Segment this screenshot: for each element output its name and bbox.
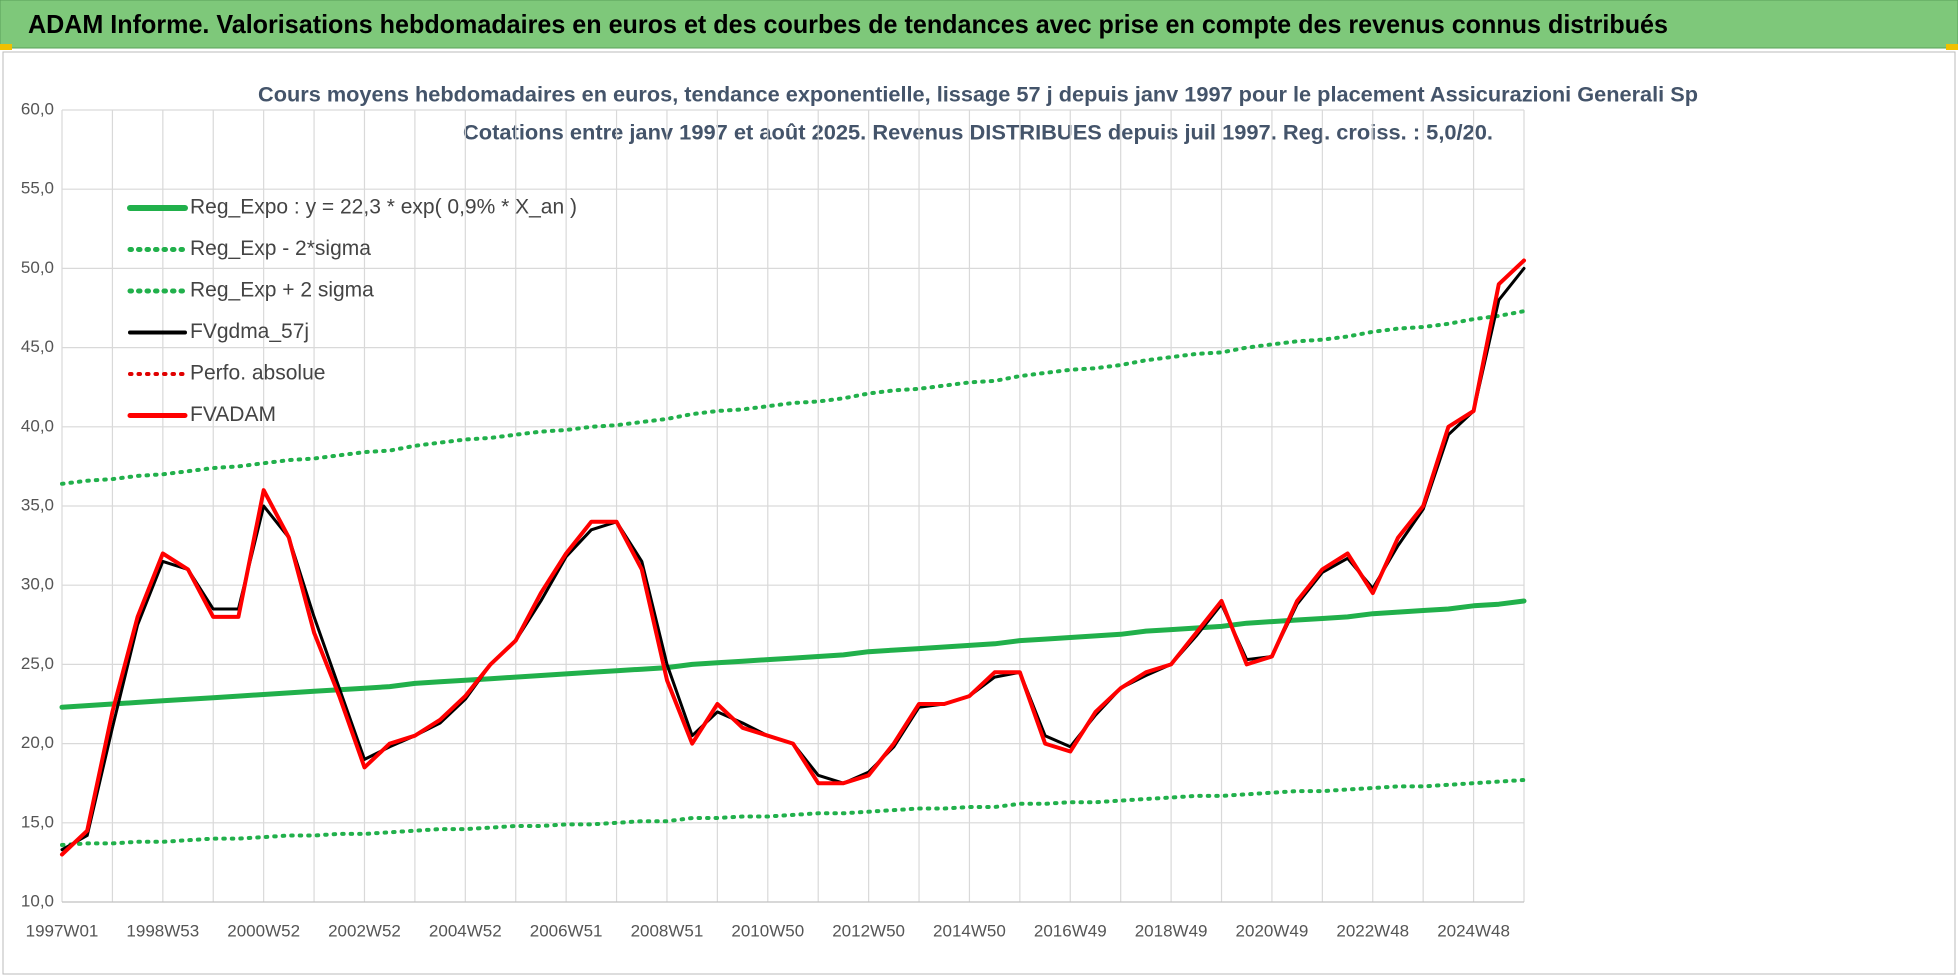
x-tick-label: 2022W48 xyxy=(1336,921,1409,940)
x-tick-label: 2012W50 xyxy=(832,921,905,940)
legend-label: FVADAM xyxy=(190,403,276,426)
y-tick-label: 60,0 xyxy=(21,99,54,118)
header-bar xyxy=(0,0,1958,49)
x-tick-label: 1997W01 xyxy=(26,921,99,940)
y-tick-label: 10,0 xyxy=(21,891,54,910)
x-tick-label: 2018W49 xyxy=(1135,921,1208,940)
series-line xyxy=(59,598,1527,710)
y-tick-label: 15,0 xyxy=(21,812,54,831)
chart-frame xyxy=(2,51,1956,975)
chart-title: Cours moyens hebdomadaires en euros, ten… xyxy=(258,84,1698,107)
legend-label: Reg_Exp - 2*sigma xyxy=(190,237,371,260)
legend-label: FVgdma_57j xyxy=(190,320,309,343)
x-tick-label: 2006W51 xyxy=(530,921,603,940)
x-tick-label: 1998W53 xyxy=(126,921,199,940)
x-tick-label: 2008W51 xyxy=(631,921,704,940)
legend-label: Perfo. absolue xyxy=(190,362,325,385)
y-tick-label: 35,0 xyxy=(21,495,54,514)
series-line xyxy=(60,258,1526,857)
y-tick-label: 20,0 xyxy=(21,733,54,752)
corner xyxy=(0,44,12,50)
x-tick-label: 2020W49 xyxy=(1236,921,1309,940)
y-tick-label: 45,0 xyxy=(21,337,54,356)
y-tick-label: 55,0 xyxy=(21,179,54,198)
legend-label: Reg_Exp + 2 sigma xyxy=(190,279,374,302)
header-title: ADAM Informe. Valorisations hebdomadaire… xyxy=(28,9,1668,39)
x-tick-label: 2004W52 xyxy=(429,921,502,940)
series-line xyxy=(60,309,1526,486)
legend-label: Reg_Expo : y = 22,3 * exp( 0,9% * X_an ) xyxy=(190,196,577,219)
x-tick-label: 2014W50 xyxy=(933,921,1006,940)
y-tick-label: 25,0 xyxy=(21,654,54,673)
chart-subtitle: Cotations entre janv 1997 et août 2025. … xyxy=(463,122,1493,145)
y-tick-label: 30,0 xyxy=(21,575,54,594)
x-tick-label: 2010W50 xyxy=(731,921,804,940)
x-tick-label: 2016W49 xyxy=(1034,921,1107,940)
corner xyxy=(1946,44,1958,50)
series-line xyxy=(60,778,1526,847)
x-tick-label: 2002W52 xyxy=(328,921,401,940)
y-tick-label: 50,0 xyxy=(21,258,54,277)
y-tick-label: 40,0 xyxy=(21,416,54,435)
x-tick-label: 2024W48 xyxy=(1437,921,1510,940)
x-tick-label: 2000W52 xyxy=(227,921,300,940)
